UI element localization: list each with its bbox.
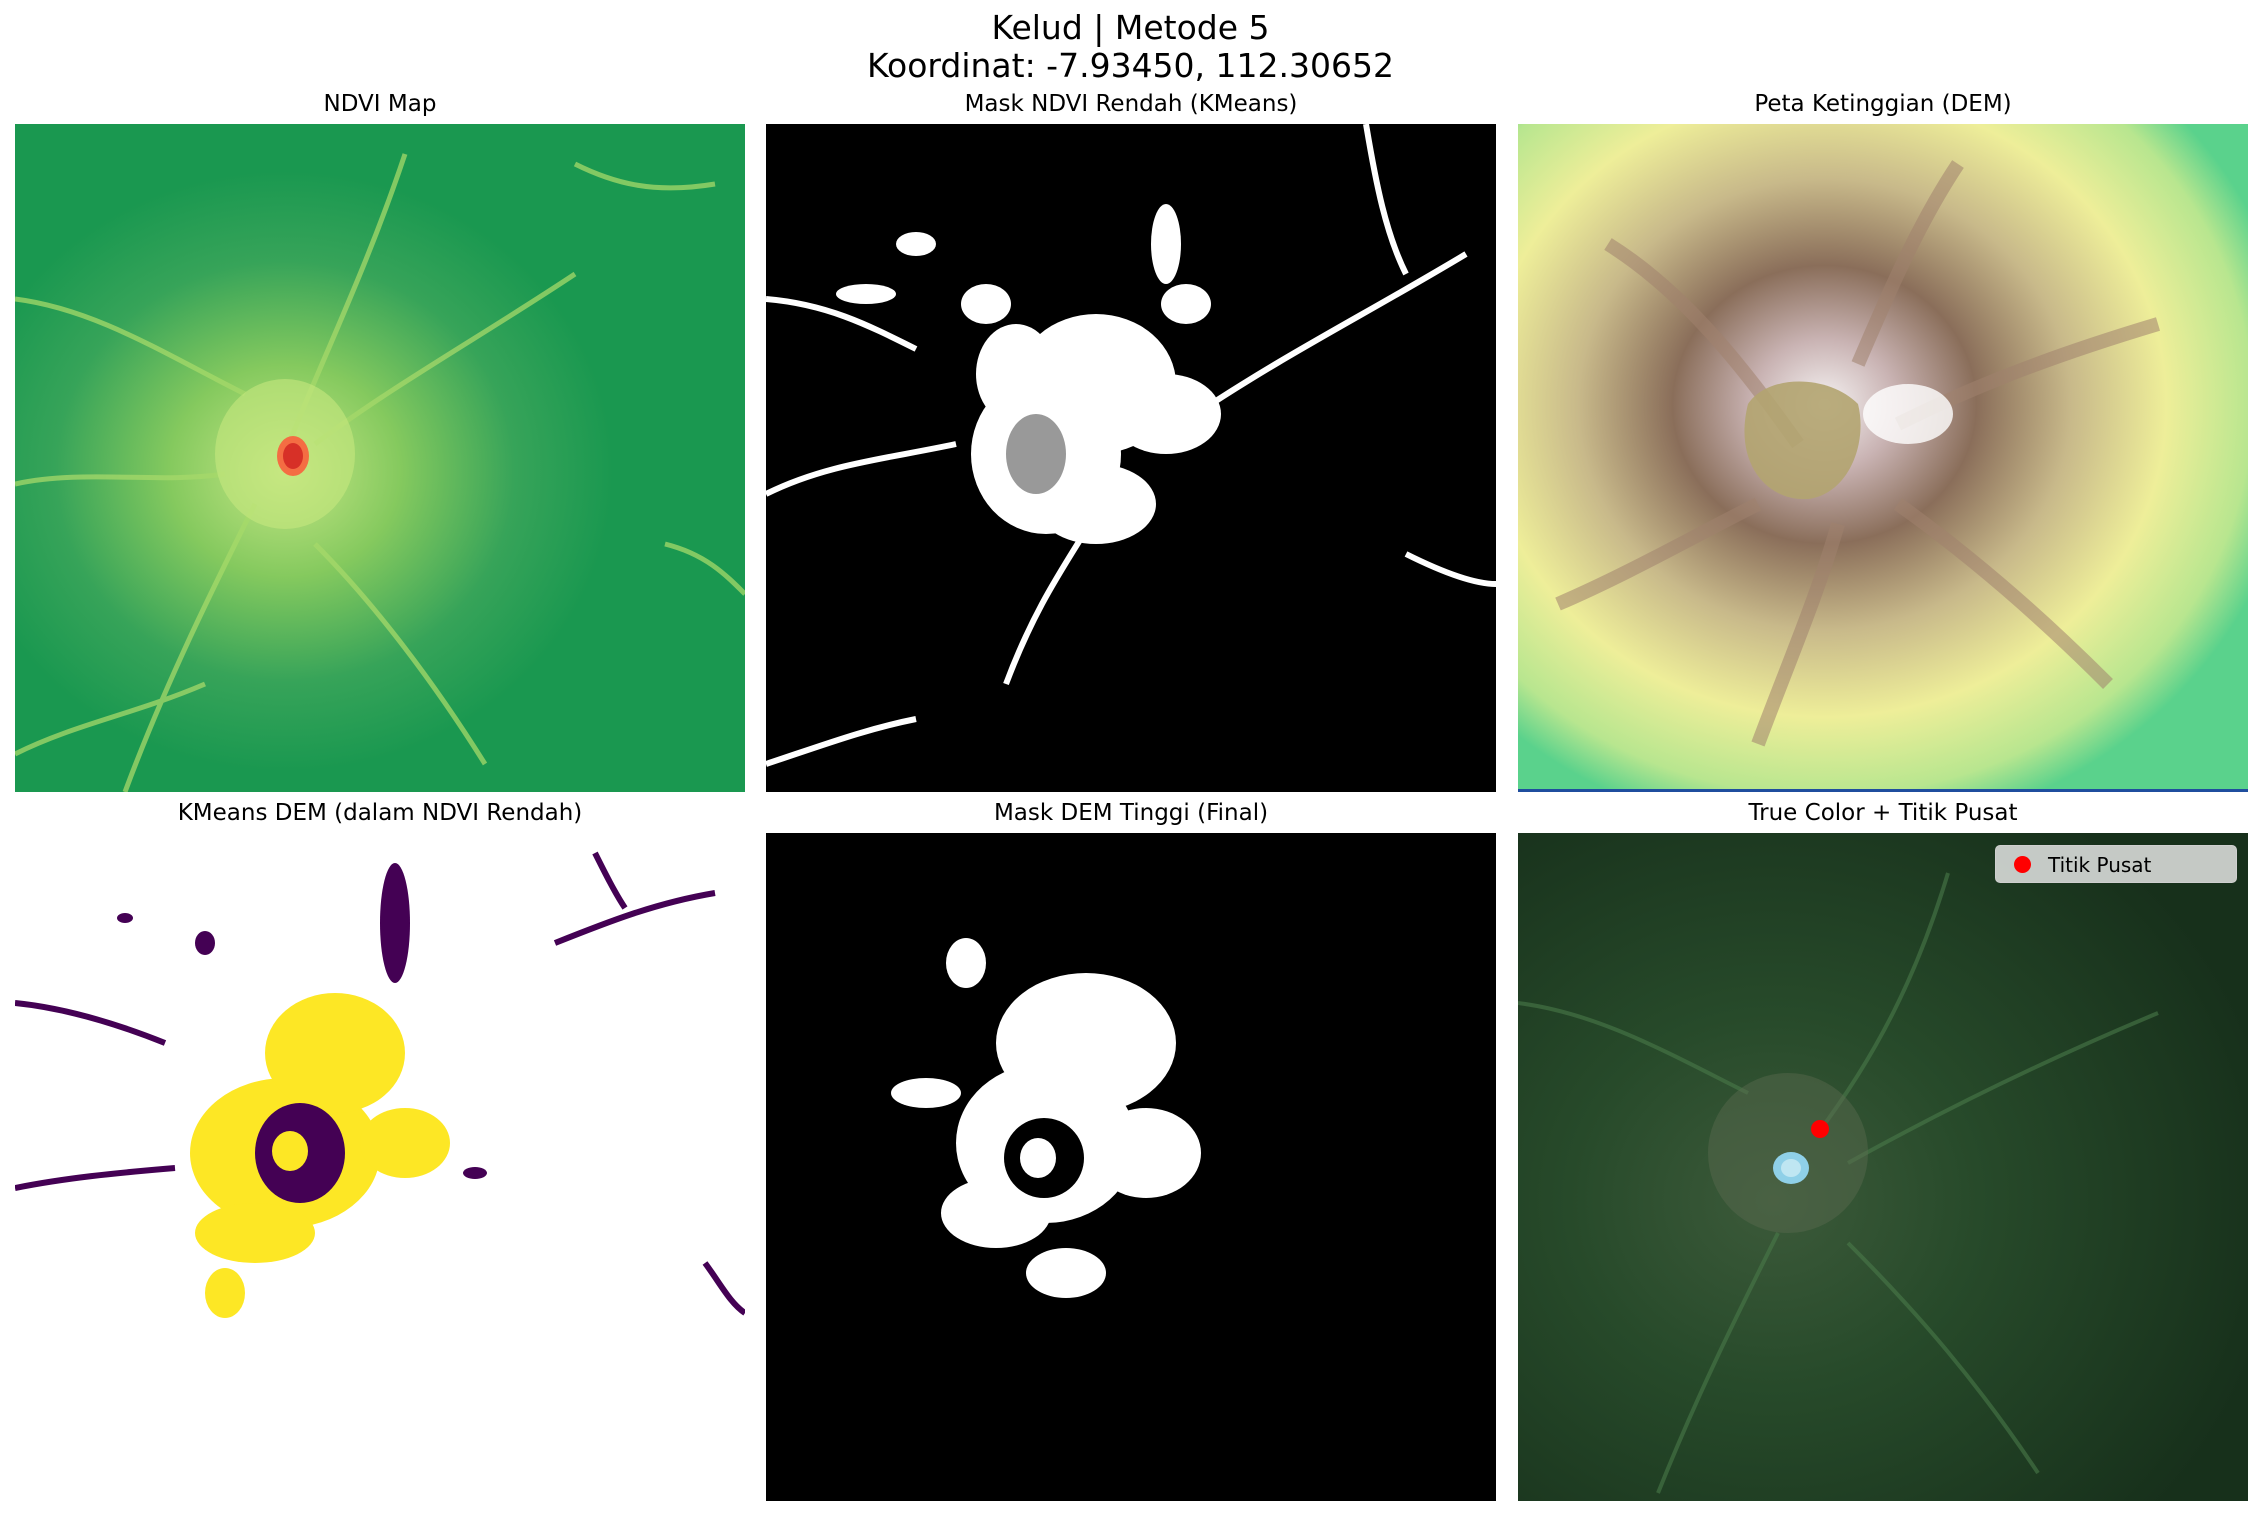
dem-elevation-image <box>1518 124 2248 792</box>
panel-title-truecolor: True Color + Titik Pusat <box>1748 800 2018 826</box>
ndvi-map-image <box>15 124 745 792</box>
true-color-image <box>1518 833 2248 1501</box>
panel-title-ndvi: NDVI Map <box>323 91 437 117</box>
panel-title-mask-dem: Mask DEM Tinggi (Final) <box>993 800 1269 826</box>
center-point-marker <box>1811 1120 1829 1138</box>
mask-ndvi-rendah-image <box>766 124 1496 792</box>
legend-label: Titik Pusat <box>2048 853 2152 877</box>
mask-dem-tinggi-image <box>766 833 1496 1501</box>
panel-title-kmeans-dem: KMeans DEM (dalam NDVI Rendah) <box>177 800 583 826</box>
panel-title-mask-ndvi: Mask NDVI Rendah (KMeans) <box>964 91 1298 117</box>
kmeans-dem-image <box>15 833 745 1501</box>
figure-title-line2: Koordinat: -7.93450, 112.30652 <box>867 46 1394 85</box>
panel-title-dem: Peta Ketinggian (DEM) <box>1754 91 2012 117</box>
figure-title-line1: Kelud | Metode 5 <box>991 8 1270 47</box>
legend-marker <box>2014 856 2031 873</box>
legend: Titik Pusat <box>1995 845 2237 883</box>
